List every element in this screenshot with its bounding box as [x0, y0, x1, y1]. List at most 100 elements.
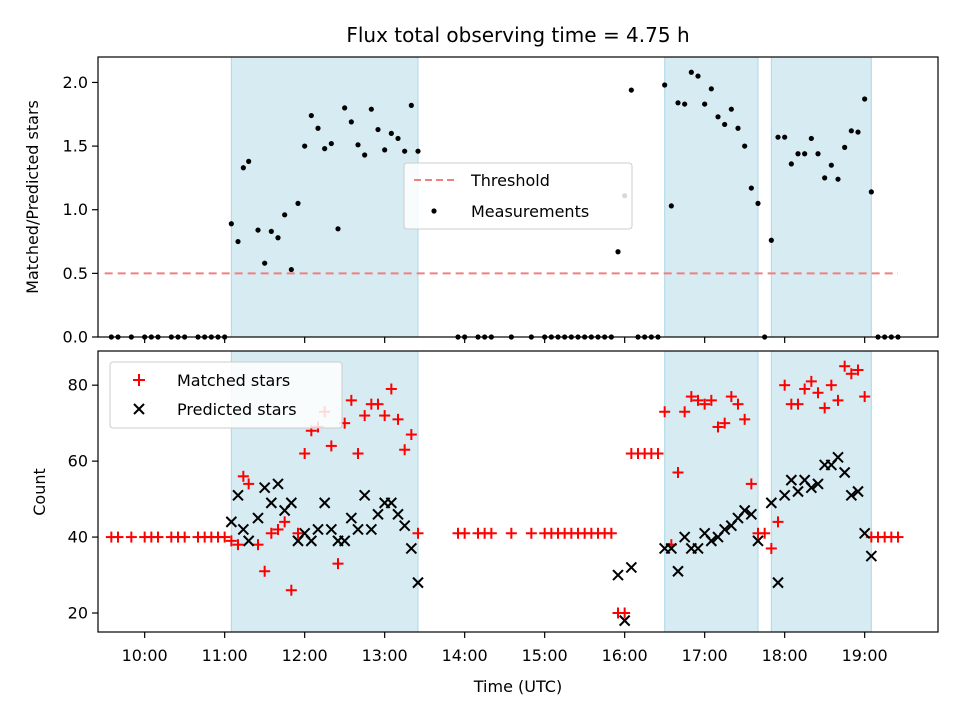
measurement-point: [682, 101, 688, 107]
measurement-point: [328, 140, 334, 147]
measurement-point: [375, 126, 381, 133]
measurement-point: [662, 82, 668, 88]
matched-stars-points: [105, 360, 904, 619]
measurement-point: [728, 106, 734, 112]
measurement-point: [335, 226, 341, 232]
predicted-star-point: [305, 535, 318, 547]
predicted-star-point: [405, 542, 418, 555]
top-y-tick-label: 2.0: [63, 73, 88, 92]
predicted-star-point: [225, 516, 238, 528]
matched-star-point: [225, 535, 237, 547]
bottom-x-ticks: 10:00 11:00 12:00 13:00 14:00 15:00 16:00 17:00…: [122, 632, 888, 665]
matched-star-point: [379, 410, 391, 422]
x-tick-label: 16:00: [602, 646, 648, 665]
bottom-axes-frame: [97, 350, 939, 633]
x-tick-label: 11:00: [202, 646, 248, 665]
matched-star-point: [392, 413, 404, 425]
predicted-star-point: [865, 550, 878, 562]
measurement-point: [755, 200, 761, 206]
predicted-star-point: [242, 535, 255, 547]
matched-star-point: [719, 417, 731, 429]
predicted-star-point: [365, 523, 378, 536]
predicted-stars-points: [225, 451, 878, 627]
legend-threshold-label: Threshold: [470, 171, 550, 190]
top-y-tick-label: 1.5: [63, 137, 88, 156]
measurement-point: [675, 100, 681, 106]
matched-star-point: [772, 516, 784, 528]
matched-star-point: [619, 607, 631, 619]
matched-star-point: [792, 398, 804, 410]
measurement-point: [315, 125, 321, 131]
predicted-star-point: [412, 576, 424, 589]
top-x-ticks: [144, 337, 866, 343]
x-tick-label: 17:00: [682, 646, 728, 665]
x-tick-label: 13:00: [362, 646, 408, 665]
matched-star-point: [745, 478, 757, 490]
measurement-point: [308, 112, 314, 119]
matched-star-point: [405, 429, 417, 441]
bottom-y-tick-label: 80: [68, 376, 88, 395]
measurement-point: [708, 86, 714, 92]
top-y-tick-label: 1.0: [63, 200, 88, 219]
predicted-star-point: [812, 478, 824, 490]
measurement-point: [415, 148, 421, 154]
predicted-star-point: [625, 561, 638, 574]
measurement-point: [240, 165, 246, 171]
measurement-point: [668, 203, 674, 209]
matched-star-point: [799, 383, 811, 395]
measurement-point: [262, 260, 268, 266]
top-axes-frame: [97, 56, 939, 338]
bottom-y-axis-label: Count: [30, 468, 49, 516]
predicted-star-point: [778, 489, 791, 502]
matched-star-point: [152, 531, 164, 543]
measurement-point: [362, 152, 368, 158]
matched-star-point: [285, 584, 297, 596]
matched-star-point: [332, 558, 344, 570]
predicted-star-point: [618, 614, 631, 627]
matched-star-point: [325, 440, 337, 452]
matched-star-point: [692, 394, 704, 406]
x-tick-label: 10:00: [122, 646, 168, 665]
predicted-star-point: [265, 497, 278, 509]
measurement-point: [302, 143, 308, 149]
bottom-y-tick-label: 60: [68, 452, 88, 471]
predicted-star-point: [858, 527, 871, 539]
measurement-point: [808, 135, 814, 142]
legend-matched-label: Matched stars: [177, 371, 290, 390]
measurement-point: [802, 151, 808, 157]
predicted-star-point: [805, 481, 818, 494]
matched-star-point: [505, 527, 517, 539]
top-legend: Threshold Measurements: [403, 162, 633, 230]
measurement-point: [246, 158, 252, 164]
matched-star-point: [659, 406, 671, 418]
matched-star-point: [845, 368, 857, 380]
measurement-point: [322, 146, 328, 152]
bottom-legend: Matched stars Predicted stars: [109, 361, 343, 429]
measurement-point: [782, 134, 788, 140]
matched-star-point: [125, 531, 137, 543]
measurement-point: [255, 227, 261, 233]
measurement-point: [828, 162, 834, 168]
measurement-point: [822, 175, 828, 181]
x-tick-label: 19:00: [842, 646, 888, 665]
predicted-star-point: [692, 542, 704, 555]
predicted-star-point: [832, 451, 844, 464]
matched-star-point: [237, 470, 249, 482]
predicted-star-point: [358, 489, 371, 502]
top-y-ticks: 0.0 0.5 1.0 1.5 2.0: [63, 73, 98, 347]
measurement-point: [408, 102, 414, 108]
predicted-star-point: [232, 489, 244, 502]
measurement-point: [742, 143, 748, 149]
measurement-point: [295, 200, 301, 206]
matched-star-point: [112, 531, 124, 543]
shaded-interval-2: [664, 350, 759, 633]
matched-star-point: [832, 394, 844, 406]
matched-star-point: [725, 391, 737, 403]
predicted-star-point: [272, 478, 284, 490]
matched-star-point: [292, 527, 304, 539]
measurement-point: [748, 185, 754, 191]
matched-star-point: [839, 360, 851, 372]
matched-star-point: [859, 391, 871, 403]
measurement-point: [848, 128, 854, 134]
